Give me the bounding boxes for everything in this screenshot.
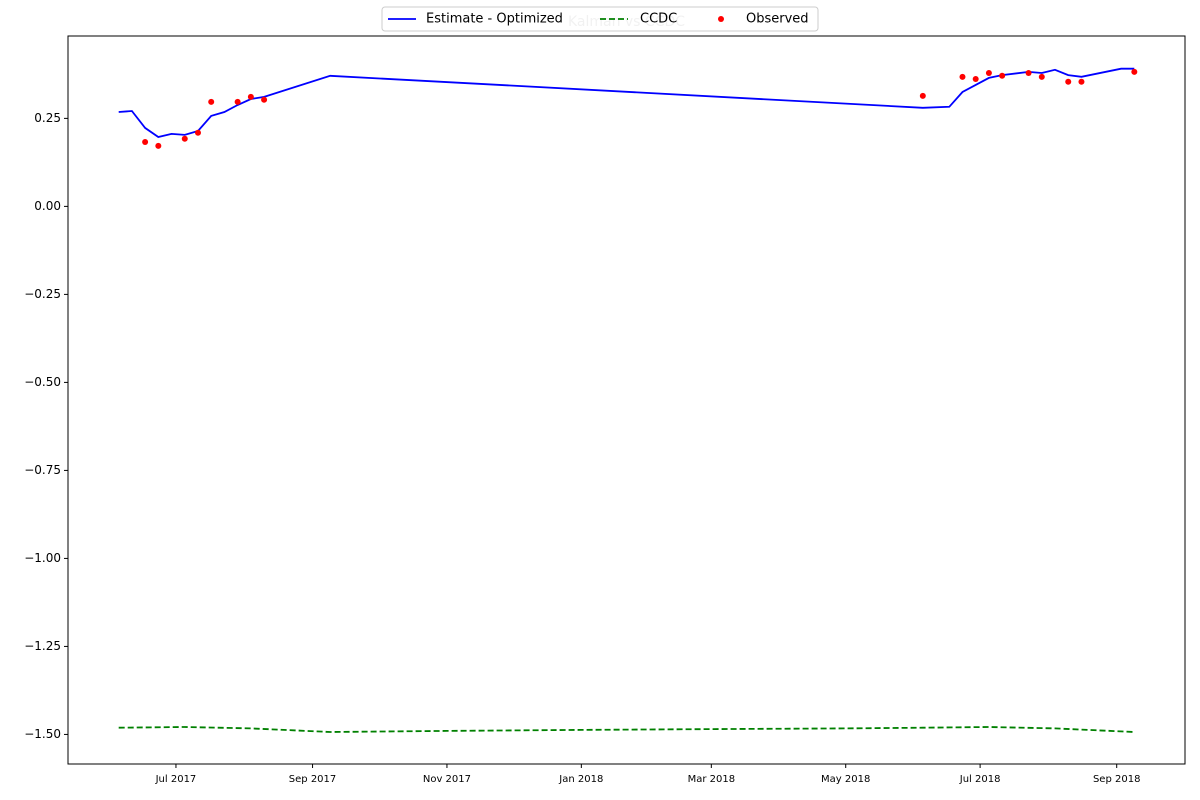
series-line: [118, 67, 1135, 138]
y-tick-label: −1.50: [24, 727, 61, 741]
y-tick-label: −0.50: [24, 375, 61, 389]
observed-point: [194, 129, 201, 136]
observed-point: [985, 69, 992, 76]
plot-area: [67, 35, 1186, 765]
observed-point: [247, 93, 254, 100]
observed-point: [181, 135, 188, 142]
series-line: [118, 726, 1135, 733]
y-tick-label: −0.75: [24, 463, 61, 477]
observed-point: [1038, 73, 1045, 80]
x-tick-label: Jul 2017: [155, 774, 197, 785]
observed-point: [999, 72, 1006, 79]
legend-label: CCDC: [640, 12, 677, 27]
y-tick-label: 0.25: [34, 111, 61, 125]
observed-point: [261, 96, 268, 103]
observed-point: [972, 75, 979, 82]
observed-point: [234, 98, 241, 105]
x-tick-label: Sep 2017: [289, 774, 336, 785]
x-tick-label: Nov 2017: [423, 774, 471, 785]
observed-point: [919, 92, 926, 99]
y-tick-label: −1.25: [24, 639, 61, 653]
x-tick-label: Sep 2018: [1093, 774, 1140, 785]
observed-point: [208, 98, 215, 105]
x-tick-label: Jul 2018: [959, 774, 1001, 785]
legend-label: Observed: [746, 12, 809, 27]
y-tick-label: 0.00: [34, 199, 61, 213]
x-tick-label: May 2018: [821, 774, 870, 785]
y-tick-label: −1.00: [24, 551, 61, 565]
x-tick-label: Mar 2018: [688, 774, 736, 785]
y-tick-label: −0.25: [24, 287, 61, 301]
observed-point: [1131, 68, 1138, 75]
x-tick-label: Jan 2018: [558, 774, 603, 785]
legend-label: Estimate - Optimized: [426, 12, 563, 27]
observed-point: [155, 142, 162, 149]
observed-point: [1078, 78, 1085, 85]
observed-point: [959, 73, 966, 80]
observed-point: [1065, 78, 1072, 85]
legend-marker: [718, 16, 724, 22]
observed-point: [1025, 69, 1032, 76]
observed-point: [142, 138, 149, 145]
